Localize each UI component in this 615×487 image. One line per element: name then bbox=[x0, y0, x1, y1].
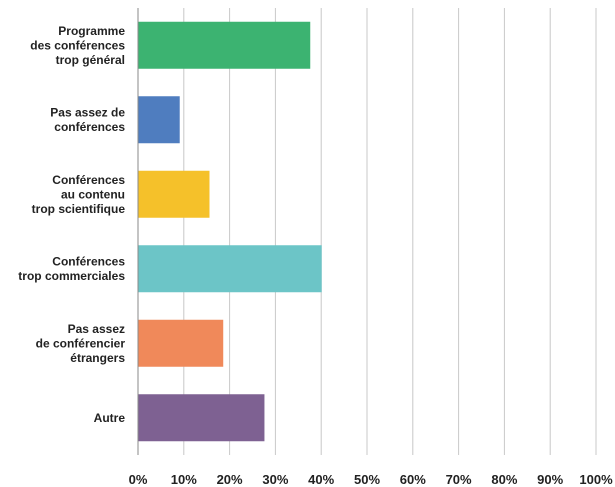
x-tick-label: 0% bbox=[129, 472, 148, 487]
bar bbox=[138, 170, 210, 218]
x-tick-label: 60% bbox=[400, 472, 426, 487]
category-label: Conférences bbox=[52, 173, 125, 187]
category-label: Pas assez bbox=[68, 322, 125, 336]
x-tick-label: 100% bbox=[579, 472, 613, 487]
x-tick-label: 80% bbox=[491, 472, 517, 487]
gridlines bbox=[137, 8, 597, 455]
category-label: conférences bbox=[54, 120, 125, 134]
x-tick-label: 40% bbox=[308, 472, 334, 487]
category-label: Programme bbox=[58, 24, 125, 38]
category-label: Conférences bbox=[52, 255, 125, 269]
category-label: au contenu bbox=[61, 187, 125, 201]
category-label: de conférencier bbox=[36, 336, 126, 350]
category-label: trop général bbox=[56, 53, 125, 67]
x-tick-label: 10% bbox=[171, 472, 197, 487]
bar bbox=[138, 319, 224, 367]
bar bbox=[138, 245, 322, 293]
category-label: Autre bbox=[94, 411, 126, 425]
x-tick-label: 20% bbox=[217, 472, 243, 487]
x-tick-label: 30% bbox=[262, 472, 288, 487]
x-tick-label: 50% bbox=[354, 472, 380, 487]
category-label: des conférences bbox=[30, 38, 125, 52]
bar bbox=[138, 21, 311, 69]
bar bbox=[138, 96, 180, 144]
x-tick-labels: 0% 10% 20% 30% 40% 50% 60% 70% 80% 90% 100% bbox=[129, 472, 613, 487]
category-label: Pas assez de bbox=[50, 106, 125, 120]
category-label: étrangers bbox=[70, 351, 125, 365]
category-label: trop commerciales bbox=[18, 269, 125, 283]
bars bbox=[138, 21, 322, 442]
x-tick-label: 70% bbox=[446, 472, 472, 487]
category-label: trop scientifique bbox=[32, 202, 126, 216]
bar bbox=[138, 394, 265, 442]
x-tick-label: 90% bbox=[537, 472, 563, 487]
